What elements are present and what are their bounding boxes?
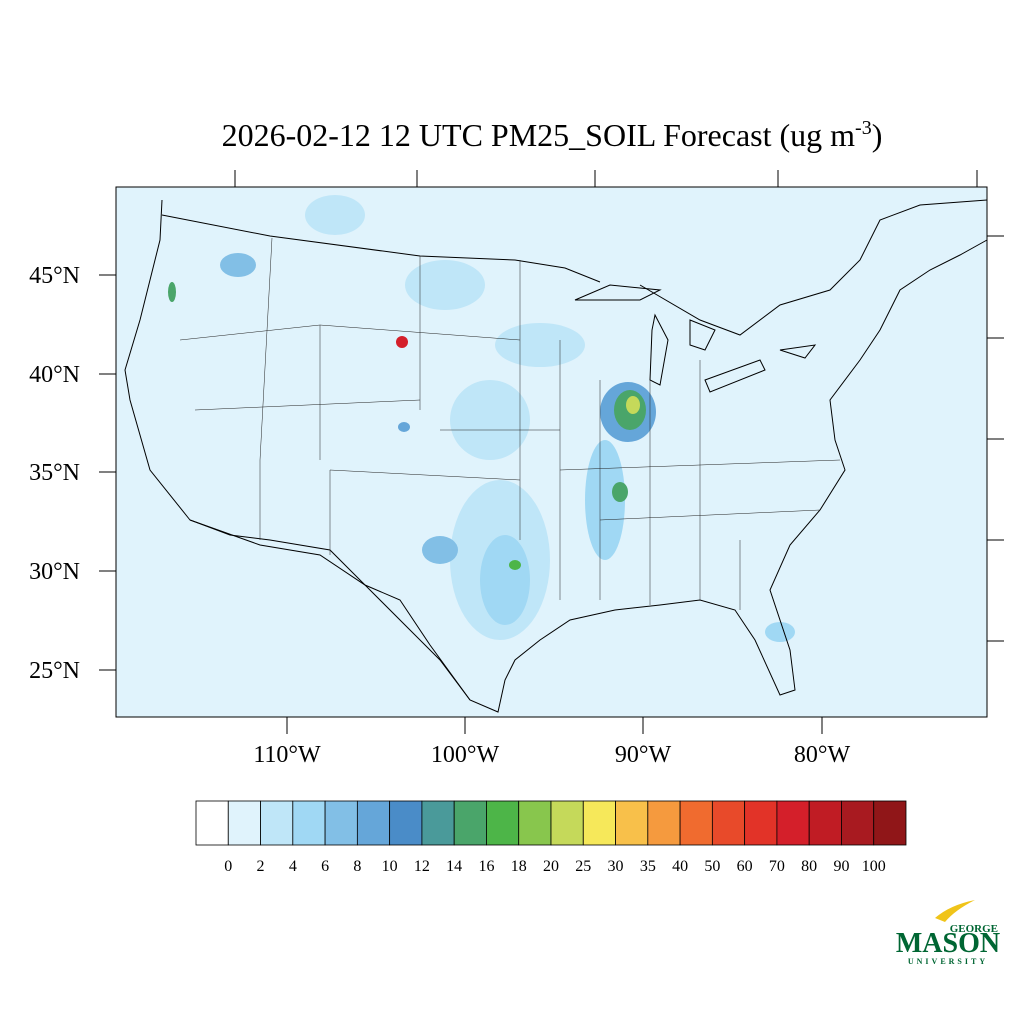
lon-label: 100°W: [431, 742, 500, 768]
lat-label: 25°N: [29, 658, 80, 684]
colorbar-box: [227, 800, 261, 846]
lat-label: 35°N: [29, 460, 80, 486]
logo-bottom: UNIVERSITY: [908, 957, 988, 966]
colorbar-label: 4: [289, 858, 297, 875]
colorbar-box: [550, 800, 584, 846]
lat-label: 40°N: [29, 362, 80, 388]
colorbar-box: [744, 800, 778, 846]
colorbar-label: 6: [321, 858, 329, 875]
colorbar-box: [324, 800, 358, 846]
colorbar: 0 2 4 6 8 10 12 14 16 18 20 25 30 35 40 50 60 70 80 90 100: [195, 800, 907, 875]
colorbar-box: [841, 800, 875, 846]
great-lakes: [574, 284, 817, 393]
colorbar-label: 16: [478, 858, 494, 875]
mexico-border: [189, 519, 471, 701]
colorbar-label: 8: [353, 858, 361, 875]
colorbar-box: [356, 800, 391, 846]
colorbar-label: 12: [414, 858, 430, 875]
colorbar-box: [292, 800, 326, 846]
map-background: [116, 187, 987, 717]
colorbar-label: 10: [382, 858, 398, 875]
colorbar-label: 70: [769, 858, 785, 875]
logo-top: GEORGE: [950, 923, 998, 935]
logo-main: MASON: [896, 928, 1000, 959]
lon-label: 80°W: [794, 742, 851, 768]
colorbar-label: 35: [640, 858, 656, 875]
border: [161, 199, 988, 336]
title-end: ): [872, 117, 883, 153]
colorbar-label: 25: [575, 858, 591, 875]
colorbar-label: 20: [543, 858, 559, 875]
colorbar-box: [195, 800, 229, 846]
map-frame: [115, 186, 988, 718]
colorbar-box: [679, 800, 713, 846]
lat-label: 30°N: [29, 559, 80, 585]
colorbar-box: [421, 800, 455, 846]
colorbar-box: [389, 800, 423, 846]
colorbar-label: 30: [608, 858, 624, 875]
colorbar-box: [615, 800, 649, 846]
title-superscript: -3: [855, 117, 872, 139]
state-lines: [179, 237, 841, 610]
colorbar-box: [260, 800, 294, 846]
colorbar-box: [453, 800, 487, 846]
logo: GEORGE MASON UNIVERSITY: [896, 900, 1000, 966]
colorbar-box: [582, 800, 616, 846]
colorbar-box: [711, 800, 746, 846]
colorbar-label: 50: [704, 858, 720, 875]
colorbar-box: [808, 800, 842, 846]
colorbar-label: 2: [257, 858, 265, 875]
map: [115, 170, 1004, 718]
title: 2026-02-12 12 UTC PM25_SOIL Forecast (ug…: [222, 117, 883, 153]
colorbar-label: 0: [224, 858, 232, 875]
colorbar-label: 40: [672, 858, 688, 875]
title-main: 2026-02-12 12 UTC PM25_SOIL Forecast (ug…: [222, 117, 856, 153]
logo-swoosh: [935, 900, 975, 922]
colorbar-label: 80: [801, 858, 817, 875]
colorbar-label: 90: [833, 858, 849, 875]
colorbar-label: 18: [511, 858, 527, 875]
colorbar-box: [873, 800, 907, 846]
lat-label: 45°N: [29, 263, 80, 289]
colorbar-box: [486, 800, 520, 846]
lon-label: 90°W: [615, 742, 672, 768]
colorbar-box: [647, 800, 681, 846]
colorbar-box: [518, 800, 552, 846]
coastline: [124, 199, 988, 713]
concentration-shading: [168, 195, 795, 642]
colorbar-label: 60: [737, 858, 753, 875]
colorbar-label: 100: [862, 858, 886, 875]
decorative-ticks: [234, 170, 1004, 642]
lon-label: 110°W: [253, 742, 321, 768]
colorbar-label: 14: [446, 858, 462, 875]
colorbar-box: [776, 800, 810, 846]
